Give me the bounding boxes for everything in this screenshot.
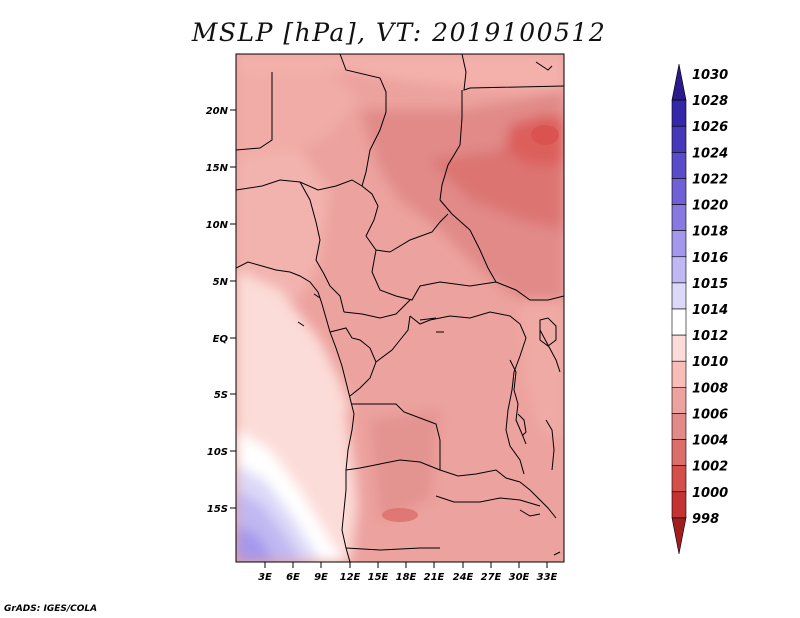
colorbar-swatch [671, 465, 687, 493]
lon-label: 33E [537, 572, 558, 583]
colorbar-label: 1004 [692, 434, 728, 449]
colorbar-swatch [671, 413, 687, 440]
colorbar-swatch [671, 334, 687, 362]
lat-label: 5N [213, 277, 229, 288]
colorbar-swatch [671, 256, 687, 284]
colorbar-swatch [671, 282, 687, 310]
borders [236, 54, 564, 562]
colorbar-swatch [671, 63, 687, 101]
colorbar-swatch [671, 178, 687, 205]
lat-label: 15S [207, 504, 228, 515]
lon-label: 18E [396, 572, 417, 583]
colorbar-label: 1010 [692, 355, 728, 370]
colorbar-label: 1012 [692, 329, 728, 344]
map-frame [235, 53, 565, 563]
lon-label: 9E [314, 572, 328, 583]
lon-labels: 3E 6E 9E 12E 15E 18E 21E 24E 27E 30E 33E [258, 572, 557, 583]
lon-label: 24E [453, 572, 474, 583]
lat-label: 10N [206, 220, 229, 231]
colorbar-label: 1030 [692, 68, 728, 83]
colorbar-label: 1000 [692, 486, 728, 501]
colorbar-label: 1020 [692, 199, 728, 214]
colorbar-label: 1008 [692, 381, 728, 396]
lon-label: 12E [340, 572, 361, 583]
lon-label: 3E [258, 572, 272, 583]
pressure-field [236, 54, 564, 562]
colorbar-label: 1024 [692, 146, 728, 161]
colorbar-label: 1016 [692, 251, 728, 266]
colorbar-swatch [671, 99, 687, 127]
colorbar-label: 1006 [692, 407, 728, 422]
lat-label: 10S [207, 447, 228, 458]
colorbar-swatch [671, 517, 687, 555]
lat-label: 20N [206, 106, 229, 117]
colorbar-swatch [671, 491, 687, 519]
colorbar-swatch [671, 360, 687, 388]
lon-label: 6E [286, 572, 300, 583]
colorbar-swatch [671, 204, 687, 231]
colorbar-label: 1015 [692, 277, 728, 292]
colorbar: 1030 1028 1026 1024 1022 1020 1018 1016 1015 1014… [671, 63, 728, 555]
footer-credit: GrADS: IGES/COLA [4, 604, 98, 614]
colorbar-label: 1014 [692, 303, 728, 318]
lon-label: 21E [424, 572, 445, 583]
colorbar-swatch [671, 439, 687, 466]
colorbar-label: 1028 [692, 94, 728, 109]
colorbar-swatch [671, 230, 687, 258]
lat-axis [230, 109, 236, 509]
colorbar-label: 1018 [692, 225, 728, 240]
colorbar-label: 998 [692, 512, 719, 527]
map-title: MSLP [hPa], VT: 2019100512 [191, 18, 607, 47]
colorbar-swatch [671, 387, 687, 414]
colorbar-label: 1022 [692, 172, 728, 187]
lat-label: EQ [213, 334, 229, 345]
colorbar-swatch [671, 152, 687, 179]
lon-label: 30E [509, 572, 530, 583]
colorbar-swatch [671, 308, 687, 336]
lat-label: 5S [214, 390, 228, 401]
lon-axis [264, 562, 548, 568]
colorbar-label: 1026 [692, 120, 728, 135]
lat-labels: 20N 15N 10N 5N EQ 5S 10S 15S [206, 106, 229, 515]
colorbar-label: 1002 [692, 460, 728, 475]
lat-label: 15N [206, 163, 229, 174]
colorbar-swatch [671, 125, 687, 153]
lon-label: 27E [481, 572, 502, 583]
lon-label: 15E [368, 572, 389, 583]
